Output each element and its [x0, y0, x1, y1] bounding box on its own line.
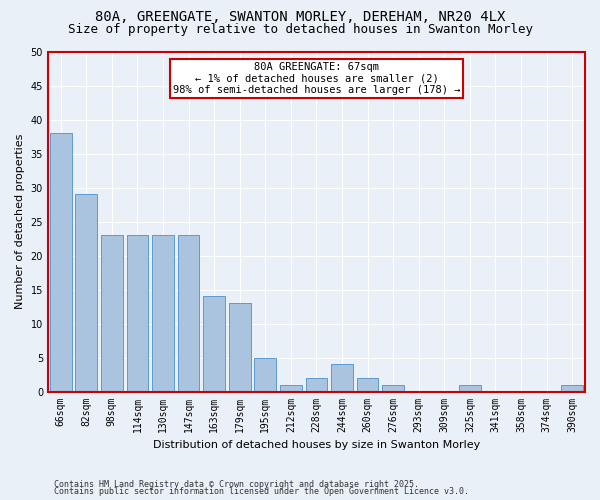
- Bar: [459, 385, 481, 392]
- Bar: [562, 385, 583, 392]
- Bar: [229, 303, 251, 392]
- Bar: [280, 385, 302, 392]
- Bar: [357, 378, 379, 392]
- Bar: [76, 194, 97, 392]
- Bar: [50, 133, 71, 392]
- Text: 80A, GREENGATE, SWANTON MORLEY, DEREHAM, NR20 4LX: 80A, GREENGATE, SWANTON MORLEY, DEREHAM,…: [95, 10, 505, 24]
- Text: Contains HM Land Registry data © Crown copyright and database right 2025.: Contains HM Land Registry data © Crown c…: [54, 480, 419, 489]
- Bar: [152, 235, 174, 392]
- Text: 80A GREENGATE: 67sqm
← 1% of detached houses are smaller (2)
98% of semi-detache: 80A GREENGATE: 67sqm ← 1% of detached ho…: [173, 62, 460, 95]
- Text: Contains public sector information licensed under the Open Government Licence v3: Contains public sector information licen…: [54, 487, 469, 496]
- Bar: [382, 385, 404, 392]
- Bar: [178, 235, 199, 392]
- X-axis label: Distribution of detached houses by size in Swanton Morley: Distribution of detached houses by size …: [153, 440, 480, 450]
- Bar: [127, 235, 148, 392]
- Bar: [254, 358, 276, 392]
- Bar: [203, 296, 225, 392]
- Bar: [48, 52, 585, 392]
- Bar: [331, 364, 353, 392]
- Y-axis label: Number of detached properties: Number of detached properties: [15, 134, 25, 309]
- Bar: [101, 235, 123, 392]
- Bar: [305, 378, 328, 392]
- Text: Size of property relative to detached houses in Swanton Morley: Size of property relative to detached ho…: [67, 22, 533, 36]
